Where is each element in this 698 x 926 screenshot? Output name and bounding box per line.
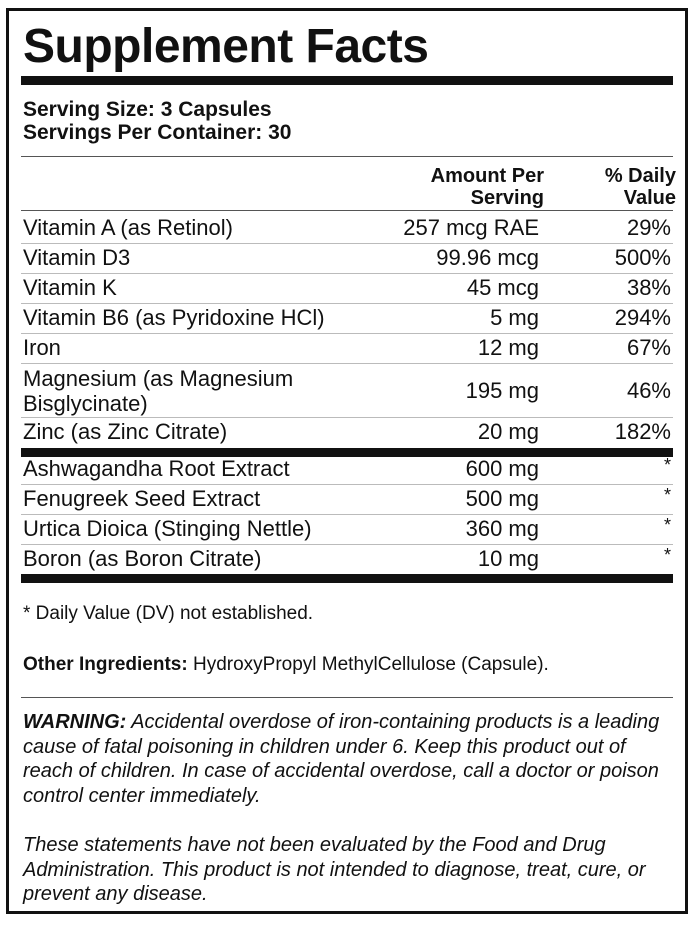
dv-header-line2: Value (623, 187, 676, 209)
nutrient-name-line1: Magnesium (as Magnesium (23, 366, 294, 391)
nutrient-row: Zinc (as Zinc Citrate) 20 mg 182% (23, 419, 671, 444)
nutrient-row: Magnesium (as Magnesium Bisglycinate) 19… (23, 366, 671, 416)
nutrient-daily-value: 500% (614, 245, 671, 270)
nutrient-name: Vitamin K (23, 275, 117, 300)
row-divider (21, 303, 673, 304)
nutrient-amount: 12 mg (477, 335, 539, 360)
nutrient-amount: 99.96 mcg (436, 245, 539, 270)
header-divider (21, 210, 673, 211)
other-ingredients-text: HydroxyPropyl MethylCellulose (Capsule). (187, 654, 549, 675)
extract-amount: 600 mg (465, 456, 539, 481)
nutrient-amount: 5 mg (490, 305, 539, 330)
nutrient-amount: 195 mg (465, 378, 539, 403)
iron-warning: WARNING: Accidental overdose of iron-con… (23, 710, 673, 808)
extract-row: Fenugreek Seed Extract 500 mg * (23, 486, 671, 511)
extract-row: Urtica Dioica (Stinging Nettle) 360 mg * (23, 516, 671, 541)
panel-title: Supplement Facts (23, 20, 429, 73)
amount-header-line2: Serving (470, 187, 544, 209)
daily-value-not-established: * (663, 515, 671, 535)
nutrient-daily-value: 182% (614, 419, 671, 444)
nutrient-name: Magnesium (as Magnesium Bisglycinate) (23, 366, 293, 416)
dv-footnote: * Daily Value (DV) not established. (23, 603, 314, 624)
extract-name: Fenugreek Seed Extract (23, 486, 261, 511)
nutrient-name-line2: Bisglycinate) (23, 391, 148, 416)
thick-divider (21, 448, 673, 457)
amount-header-line1: Amount Per (430, 165, 544, 187)
daily-value-header: % Daily Value (605, 165, 676, 209)
row-divider (21, 333, 673, 334)
daily-value-not-established: * (663, 455, 671, 475)
row-divider (21, 514, 673, 515)
nutrient-row: Iron 12 mg 67% (23, 335, 671, 360)
extract-name: Boron (as Boron Citrate) (23, 546, 262, 571)
serving-size: Serving Size: 3 Capsules (23, 98, 272, 121)
dv-header-line1: % Daily (604, 165, 676, 187)
fda-disclaimer: These statements have not been evaluated… (23, 834, 646, 905)
nutrient-daily-value: 294% (614, 305, 671, 330)
daily-value-not-established: * (663, 485, 671, 505)
extract-amount: 360 mg (465, 516, 539, 541)
nutrient-row: Vitamin K 45 mcg 38% (23, 275, 671, 300)
row-divider (21, 273, 673, 274)
nutrient-amount: 45 mcg (466, 275, 539, 300)
nutrient-name: Vitamin A (as Retinol) (23, 215, 233, 240)
other-ingredients-label: Other Ingredients: (23, 654, 188, 675)
divider (21, 697, 673, 698)
nutrient-row: Vitamin B6 (as Pyridoxine HCl) 5 mg 294% (23, 305, 671, 330)
row-divider (21, 243, 673, 244)
row-divider (21, 363, 673, 364)
nutrient-amount: 20 mg (477, 419, 539, 444)
warning-label: WARNING: (23, 711, 127, 733)
extract-row: Ashwagandha Root Extract 600 mg * (23, 456, 671, 481)
nutrient-amount: 257 mcg RAE (403, 215, 539, 240)
nutrient-row: Vitamin D3 99.96 mcg 500% (23, 245, 671, 270)
warning-text: Accidental overdose of iron-containing p… (23, 711, 660, 807)
extract-row: Boron (as Boron Citrate) 10 mg * (23, 546, 671, 571)
nutrient-row: Vitamin A (as Retinol) 257 mcg RAE 29% (23, 215, 671, 240)
nutrient-name: Zinc (as Zinc Citrate) (23, 419, 228, 444)
extract-amount: 500 mg (465, 486, 539, 511)
daily-value-not-established: * (663, 545, 671, 565)
nutrient-daily-value: 38% (626, 275, 671, 300)
nutrient-daily-value: 29% (626, 215, 671, 240)
divider (21, 156, 673, 157)
row-divider (21, 484, 673, 485)
extract-name: Urtica Dioica (Stinging Nettle) (23, 516, 312, 541)
thick-divider (21, 76, 673, 85)
other-ingredients: Other Ingredients: HydroxyPropyl MethylC… (23, 653, 549, 677)
supplement-facts-panel: Supplement Facts Serving Size: 3 Capsule… (6, 8, 688, 914)
thick-divider (21, 574, 673, 583)
nutrient-daily-value: 67% (626, 335, 671, 360)
nutrient-name: Vitamin B6 (as Pyridoxine HCl) (23, 305, 325, 330)
servings-per-container: Servings Per Container: 30 (23, 121, 292, 144)
nutrient-name: Vitamin D3 (23, 245, 131, 270)
extract-name: Ashwagandha Root Extract (23, 456, 290, 481)
extract-amount: 10 mg (477, 546, 539, 571)
amount-per-serving-header: Amount Per Serving (431, 165, 544, 209)
row-divider (21, 417, 673, 418)
row-divider (21, 544, 673, 545)
nutrient-daily-value: 46% (626, 378, 671, 403)
nutrient-name: Iron (23, 335, 61, 360)
